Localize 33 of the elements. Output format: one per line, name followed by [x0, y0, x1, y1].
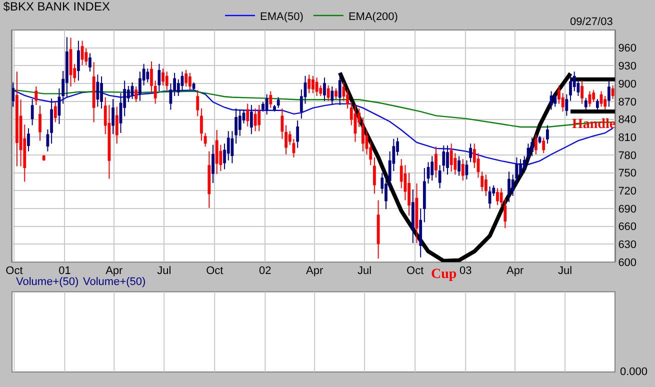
x-tick-label: Jul: [157, 265, 172, 278]
legend-label: EMA(200): [348, 10, 398, 23]
y-tick-label: 960: [618, 42, 637, 55]
x-tick-label: Apr: [506, 265, 524, 278]
x-tick-label: 01: [58, 265, 71, 278]
x-tick-label: Oct: [406, 265, 424, 278]
y-tick-label: 720: [618, 186, 637, 198]
x-tick-label: Jul: [358, 265, 372, 278]
x-tick-label: 02: [259, 265, 272, 278]
y-tick-label: 810: [618, 132, 637, 144]
y-tick-label: 780: [618, 150, 637, 162]
y-tick-label: 660: [618, 221, 637, 234]
x-tick-label: Apr: [306, 265, 324, 278]
x-tick-label: Oct: [6, 265, 23, 278]
y-tick-label: 600: [618, 256, 637, 269]
y-tick-label: 930: [618, 60, 637, 73]
x-tick-label: 03: [459, 265, 472, 278]
annotation: Cup: [431, 267, 457, 282]
x-tick-label: Jul: [558, 265, 572, 278]
text: 0.000: [620, 366, 648, 378]
text: Volume+(50): [16, 276, 79, 288]
text: 09/27/03: [570, 16, 613, 28]
y-tick-label: 870: [618, 96, 637, 108]
text: Volume+(50): [83, 276, 146, 288]
y-tick-label: 690: [618, 203, 637, 216]
y-tick-label: 750: [618, 168, 637, 180]
y-tick-label: 900: [618, 78, 637, 90]
y-tick-label: 630: [618, 239, 637, 252]
x-tick-label: Apr: [106, 265, 124, 278]
y-tick-label: 840: [618, 114, 637, 126]
chart-title: $BKX BANK INDEX: [3, 0, 110, 14]
legend-label: EMA(50): [260, 10, 304, 23]
x-tick-label: Oct: [206, 265, 224, 278]
